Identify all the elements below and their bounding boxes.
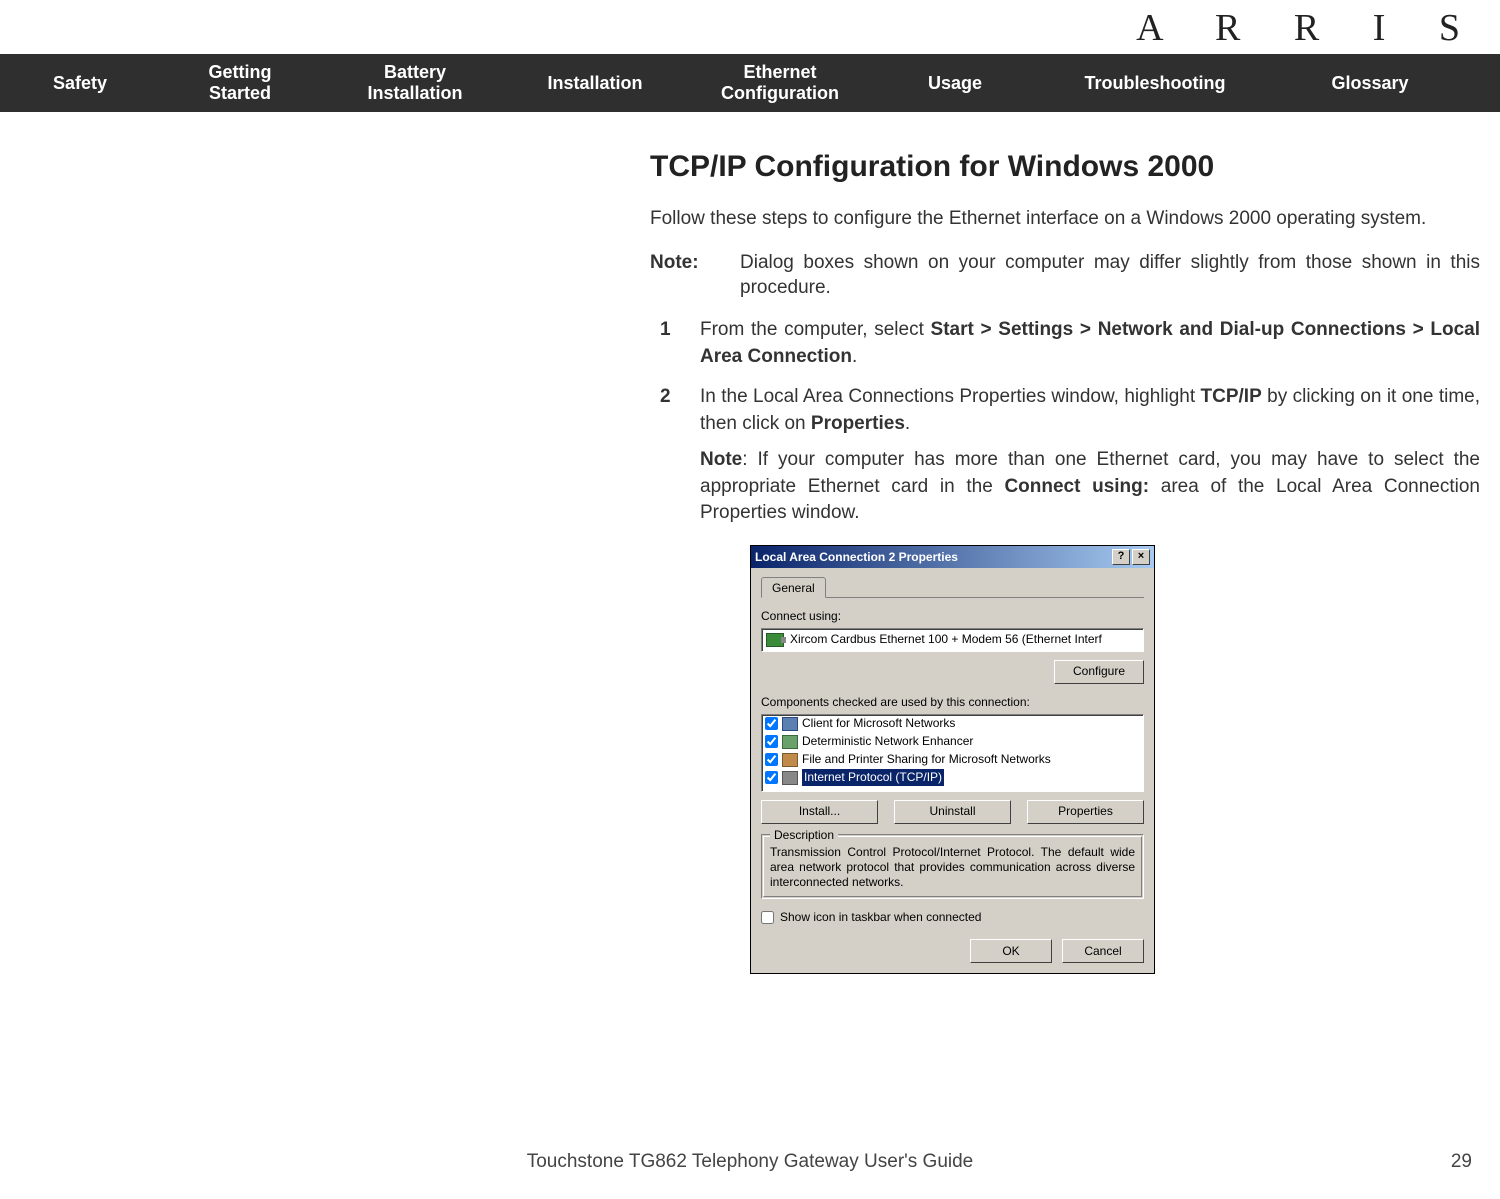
component-tcpip[interactable]: Internet Protocol (TCP/IP) <box>762 769 1143 787</box>
note-text: Dialog boxes shown on your computer may … <box>740 250 1480 301</box>
adapter-field[interactable]: Xircom Cardbus Ethernet 100 + Modem 56 (… <box>761 628 1144 652</box>
cancel-button[interactable]: Cancel <box>1062 939 1144 963</box>
main-content: TCP/IP Configuration for Windows 2000 Fo… <box>650 150 1480 988</box>
main-nav: Safety Getting Started Battery Installat… <box>0 54 1500 112</box>
component-tcpip-check[interactable] <box>765 771 778 784</box>
component-client[interactable]: Client for Microsoft Networks <box>762 715 1143 733</box>
component-client-label: Client for Microsoft Networks <box>802 715 955 732</box>
share-icon <box>782 753 798 767</box>
component-dne[interactable]: Deterministic Network Enhancer <box>762 733 1143 751</box>
step2-e: . <box>905 413 910 434</box>
connect-using-label: Connect using: <box>761 608 1144 625</box>
steps-list: From the computer, select Start > Settin… <box>650 317 1480 975</box>
close-button[interactable]: × <box>1132 549 1150 565</box>
dialog-body: General Connect using: Xircom Cardbus Et… <box>751 568 1154 973</box>
step2-subnote: Note: If your computer has more than one… <box>700 447 1480 527</box>
step2-d: Properties <box>811 413 905 434</box>
dialog-title: Local Area Connection 2 Properties <box>755 549 1110 566</box>
description-group: Description Transmission Control Protoco… <box>761 834 1144 899</box>
component-tcpip-label: Internet Protocol (TCP/IP) <box>802 769 944 786</box>
nav-battery-installation[interactable]: Battery Installation <box>320 62 510 103</box>
nav-getting-started[interactable]: Getting Started <box>160 62 320 103</box>
subnote-a: Note <box>700 449 742 470</box>
help-button[interactable]: ? <box>1112 549 1130 565</box>
step1-post: . <box>852 346 857 367</box>
show-icon-check[interactable] <box>761 911 774 924</box>
nic-icon <box>766 633 784 647</box>
description-text: Transmission Control Protocol/Internet P… <box>770 845 1135 890</box>
page-title: TCP/IP Configuration for Windows 2000 <box>650 150 1480 184</box>
nav-ethernet-configuration[interactable]: Ethernet Configuration <box>680 62 880 103</box>
nav-installation[interactable]: Installation <box>510 73 680 94</box>
step2-b: TCP/IP <box>1201 386 1262 407</box>
adapter-name: Xircom Cardbus Ethernet 100 + Modem 56 (… <box>790 631 1102 648</box>
components-list[interactable]: Client for Microsoft Networks Determinis… <box>761 714 1144 792</box>
ok-button[interactable]: OK <box>970 939 1052 963</box>
uninstall-button[interactable]: Uninstall <box>894 800 1011 824</box>
protocol-icon <box>782 771 798 785</box>
tab-general[interactable]: General <box>761 577 826 598</box>
properties-dialog: Local Area Connection 2 Properties ? × G… <box>750 545 1155 974</box>
component-share-label: File and Printer Sharing for Microsoft N… <box>802 751 1051 768</box>
configure-button[interactable]: Configure <box>1054 660 1144 684</box>
step2-a: In the Local Area Connections Properties… <box>700 386 1201 407</box>
footer-text: Touchstone TG862 Telephony Gateway User'… <box>0 1151 1500 1173</box>
show-icon-label: Show icon in taskbar when connected <box>780 909 981 926</box>
install-button[interactable]: Install... <box>761 800 878 824</box>
subnote-c: Connect using: <box>1004 476 1149 497</box>
step-2: In the Local Area Connections Properties… <box>650 384 1480 974</box>
service-icon <box>782 735 798 749</box>
component-dne-check[interactable] <box>765 735 778 748</box>
step1-pre: From the computer, select <box>700 319 931 340</box>
step-1: From the computer, select Start > Settin… <box>650 317 1480 370</box>
page-number: 29 <box>1451 1151 1472 1173</box>
nav-usage[interactable]: Usage <box>880 73 1030 94</box>
properties-button[interactable]: Properties <box>1027 800 1144 824</box>
description-title: Description <box>770 827 838 844</box>
components-label: Components checked are used by this conn… <box>761 694 1144 711</box>
nav-troubleshooting[interactable]: Troubleshooting <box>1030 73 1280 94</box>
intro-text: Follow these steps to configure the Ethe… <box>650 206 1480 232</box>
client-icon <box>782 717 798 731</box>
show-icon-row[interactable]: Show icon in taskbar when connected <box>761 909 1144 926</box>
brand-logo: A R R I S <box>1136 6 1482 50</box>
note-label: Note: <box>650 250 740 301</box>
component-share-check[interactable] <box>765 753 778 766</box>
dialog-titlebar[interactable]: Local Area Connection 2 Properties ? × <box>751 546 1154 568</box>
component-client-check[interactable] <box>765 717 778 730</box>
component-dne-label: Deterministic Network Enhancer <box>802 733 973 750</box>
nav-glossary[interactable]: Glossary <box>1280 73 1460 94</box>
tab-strip: General <box>761 576 1144 598</box>
note: Note: Dialog boxes shown on your compute… <box>650 250 1480 301</box>
component-share[interactable]: File and Printer Sharing for Microsoft N… <box>762 751 1143 769</box>
nav-safety[interactable]: Safety <box>0 73 160 94</box>
